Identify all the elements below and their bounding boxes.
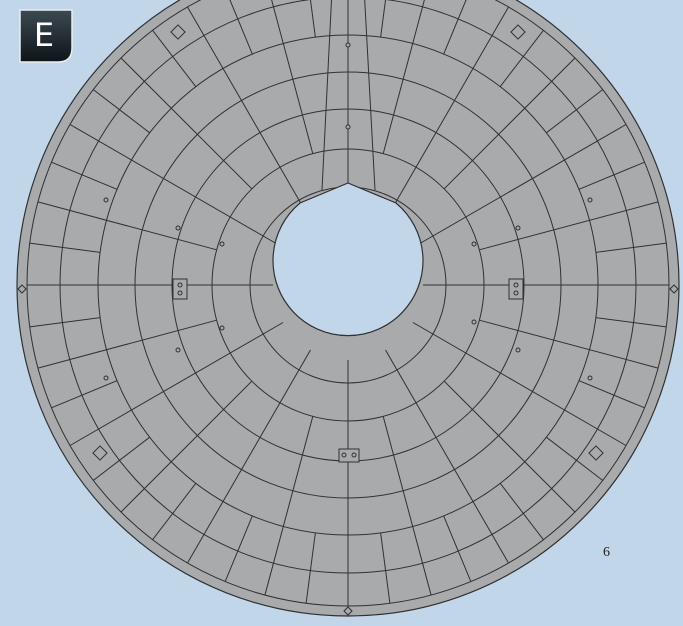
clip <box>173 279 187 299</box>
clip <box>509 279 523 299</box>
hole <box>104 198 108 202</box>
hole <box>516 348 520 352</box>
hole <box>342 453 346 457</box>
hole <box>176 226 180 230</box>
hole <box>588 376 592 380</box>
hole <box>514 291 518 295</box>
hole <box>176 348 180 352</box>
hole <box>516 226 520 230</box>
hole <box>514 283 518 287</box>
hole <box>472 320 476 324</box>
hole <box>588 198 592 202</box>
diagram: E 6 <box>0 0 683 626</box>
hole <box>220 242 224 246</box>
badge-letter: E <box>34 16 54 54</box>
hole <box>472 242 476 246</box>
hole <box>178 291 182 295</box>
badge: E <box>20 10 72 62</box>
part-number: 6 <box>603 545 610 560</box>
hole <box>220 326 224 330</box>
page: E 6 (() => { const data = JSON.parse(doc… <box>0 0 683 626</box>
hole <box>104 376 108 380</box>
hole <box>346 43 350 47</box>
hole <box>352 453 356 457</box>
hole <box>346 125 350 129</box>
hole <box>178 283 182 287</box>
